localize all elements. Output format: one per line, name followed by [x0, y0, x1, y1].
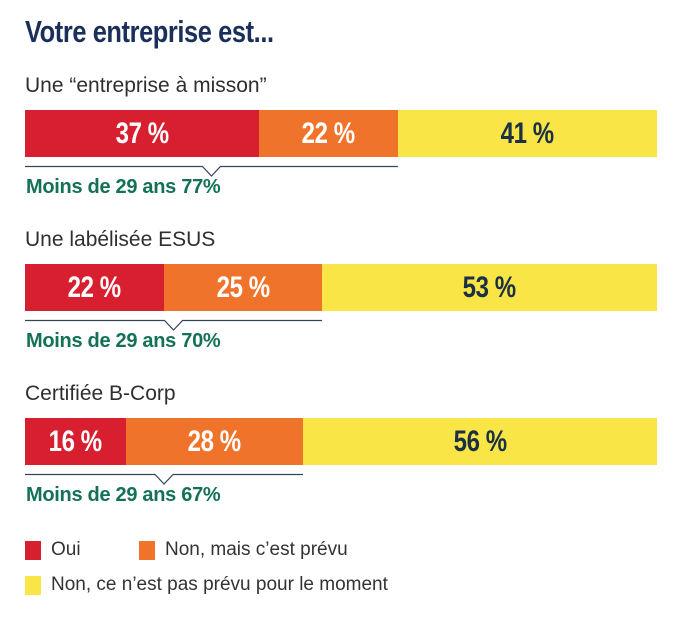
bar-segment: 22 %	[258, 110, 398, 157]
age-annotation: Moins de 29 ans 77%	[26, 176, 221, 198]
bar-segment: 25 %	[164, 264, 323, 311]
bar-segment: 16 %	[25, 418, 127, 465]
bar-value-label: 41 %	[500, 116, 555, 150]
legend-item-pas-prevu: Non, ce n’est pas prévu pour le moment	[25, 574, 388, 596]
legend-item-oui: Oui	[25, 539, 81, 561]
chart-title: Votre entreprise est...	[25, 14, 274, 49]
bar-segment: 41 %	[397, 110, 657, 157]
bar-value-label: 37 %	[115, 116, 169, 150]
bar-segment: 56 %	[303, 418, 657, 465]
callout-pointer	[25, 319, 323, 331]
bar-segment: 37 %	[25, 110, 259, 157]
callout-pointer	[25, 165, 398, 177]
stacked-bar: 37 % 22 % 41 %	[25, 110, 657, 157]
legend-item-prevu: Non, mais c’est prévu	[139, 539, 348, 561]
stacked-bar: 22 % 25 % 53 %	[25, 264, 657, 311]
legend-label-prevu: Non, mais c’est prévu	[165, 539, 348, 560]
callout-line	[25, 165, 398, 180]
legend-label-pas-prevu: Non, ce n’est pas prévu pour le moment	[51, 574, 388, 595]
legend-label-oui: Oui	[51, 539, 81, 560]
bar-value-label: 56 %	[453, 424, 507, 458]
category-label: Une “entreprise à misson”	[25, 74, 267, 97]
age-annotation: Moins de 29 ans 70%	[26, 330, 221, 352]
bar-value-label: 53 %	[462, 270, 517, 304]
age-annotation: Moins de 29 ans 67%	[26, 484, 221, 506]
bar-value-label: 16 %	[48, 424, 103, 458]
stacked-bar: 16 % 28 % 56 %	[25, 418, 657, 465]
legend-swatch-oui	[25, 540, 41, 560]
callout-line	[25, 319, 323, 334]
legend-swatch-pas-prevu	[25, 575, 41, 595]
bar-segment: 28 %	[126, 418, 304, 465]
bar-value-label: 25 %	[216, 270, 270, 304]
bar-segment: 53 %	[322, 264, 657, 311]
bar-value-label: 28 %	[188, 424, 242, 458]
bar-segment: 22 %	[25, 264, 165, 311]
callout-line	[25, 473, 304, 488]
category-label: Une labélisée ESUS	[25, 228, 216, 251]
category-label: Certifiée B-Corp	[25, 382, 176, 405]
bar-value-label: 22 %	[301, 116, 356, 150]
legend-swatch-prevu	[139, 540, 155, 560]
bar-value-label: 22 %	[67, 270, 122, 304]
callout-pointer	[25, 473, 304, 485]
